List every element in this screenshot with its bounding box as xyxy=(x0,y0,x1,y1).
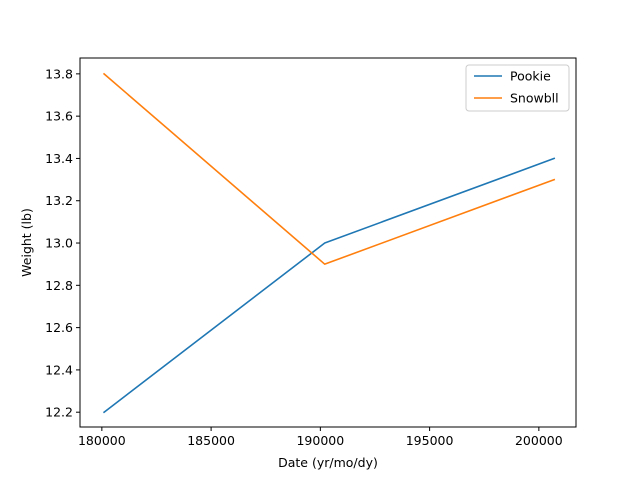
y-tick-label: 13.0 xyxy=(45,236,73,251)
y-tick-label: 13.8 xyxy=(45,66,73,81)
series-line-snowbll xyxy=(102,72,556,265)
legend-label-snowbll: Snowbll xyxy=(510,91,559,106)
x-tick-label: 195000 xyxy=(406,433,454,448)
x-axis: 180000 185000 190000 195000 200000 xyxy=(78,427,563,448)
y-tick-label: 12.8 xyxy=(45,278,73,293)
plot-frame xyxy=(79,57,577,428)
y-tick-label: 12.6 xyxy=(45,320,73,335)
y-axis-label: Weight (lb) xyxy=(19,208,34,277)
series-line-pookie xyxy=(102,157,556,414)
x-tick-label: 180000 xyxy=(78,433,126,448)
legend-label-pookie: Pookie xyxy=(510,69,551,84)
y-tick-label: 12.4 xyxy=(45,362,73,377)
y-tick-label: 13.2 xyxy=(45,193,73,208)
legend: Pookie Snowbll xyxy=(465,64,570,112)
y-tick-label: 13.4 xyxy=(45,151,73,166)
x-axis-label: Date (yr/mo/dy) xyxy=(278,455,378,470)
y-tick-label: 13.6 xyxy=(45,109,73,124)
x-tick-label: 185000 xyxy=(187,433,235,448)
x-tick-label: 200000 xyxy=(515,433,563,448)
y-axis: 12.2 12.4 12.6 12.8 13.0 13.2 13.4 13.6 13.8 xyxy=(45,66,80,420)
y-tick-label: 12.2 xyxy=(45,405,73,420)
x-tick-label: 190000 xyxy=(296,433,344,448)
plot-area xyxy=(102,72,556,414)
